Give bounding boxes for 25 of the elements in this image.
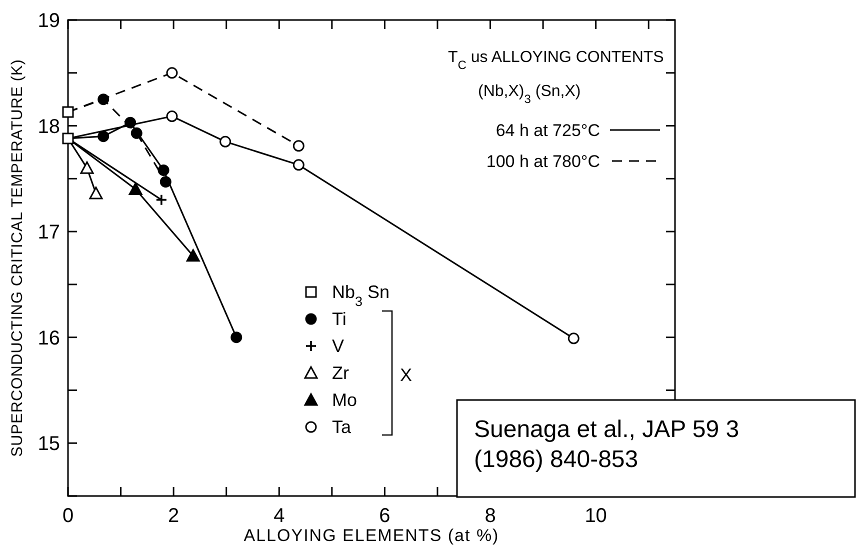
- legend-label: V: [332, 336, 344, 356]
- legend-label: Mo: [332, 390, 358, 410]
- y-tick-label: 17: [38, 222, 60, 244]
- legend-label: Nb$_{3}$ Sn: [332, 282, 390, 308]
- annotation: Suenaga et al., JAP 59 3 (1986) 840-853: [473, 415, 740, 475]
- text: (Nb,X)$_{3}$ (Sn,X): [478, 83, 581, 106]
- y-tick-label: 19: [38, 10, 60, 32]
- y-tick-label: 15: [38, 433, 60, 456]
- x-tick-label: 2: [168, 505, 180, 527]
- legend-label: Ta: [332, 417, 352, 437]
- legend-label: Ti: [332, 309, 346, 329]
- x-tick-label: 0: [62, 505, 74, 527]
- x-tick-label: 6: [379, 505, 390, 527]
- text: T$_{C}$ us ALLOYING CONTENTS: [448, 49, 664, 72]
- y-tick-label: 16: [38, 327, 60, 350]
- x-tick-label: 10: [584, 505, 607, 527]
- x-tick-label: 4: [274, 505, 285, 527]
- x-tick-label: 8: [484, 505, 496, 527]
- annotation: 64 h at 725°C: [496, 121, 600, 140]
- annotation: X: [400, 365, 412, 385]
- x-axis-title: ALLOYING ELEMENTS (at %): [244, 526, 500, 545]
- annotation: 100 h at 780°C: [486, 152, 600, 171]
- y-tick-label: 18: [38, 116, 60, 138]
- y-axis-title: SUPERCONDUCTING CRITICAL TEMPERATURE (K): [9, 59, 26, 457]
- legend-label: Zr: [332, 363, 349, 383]
